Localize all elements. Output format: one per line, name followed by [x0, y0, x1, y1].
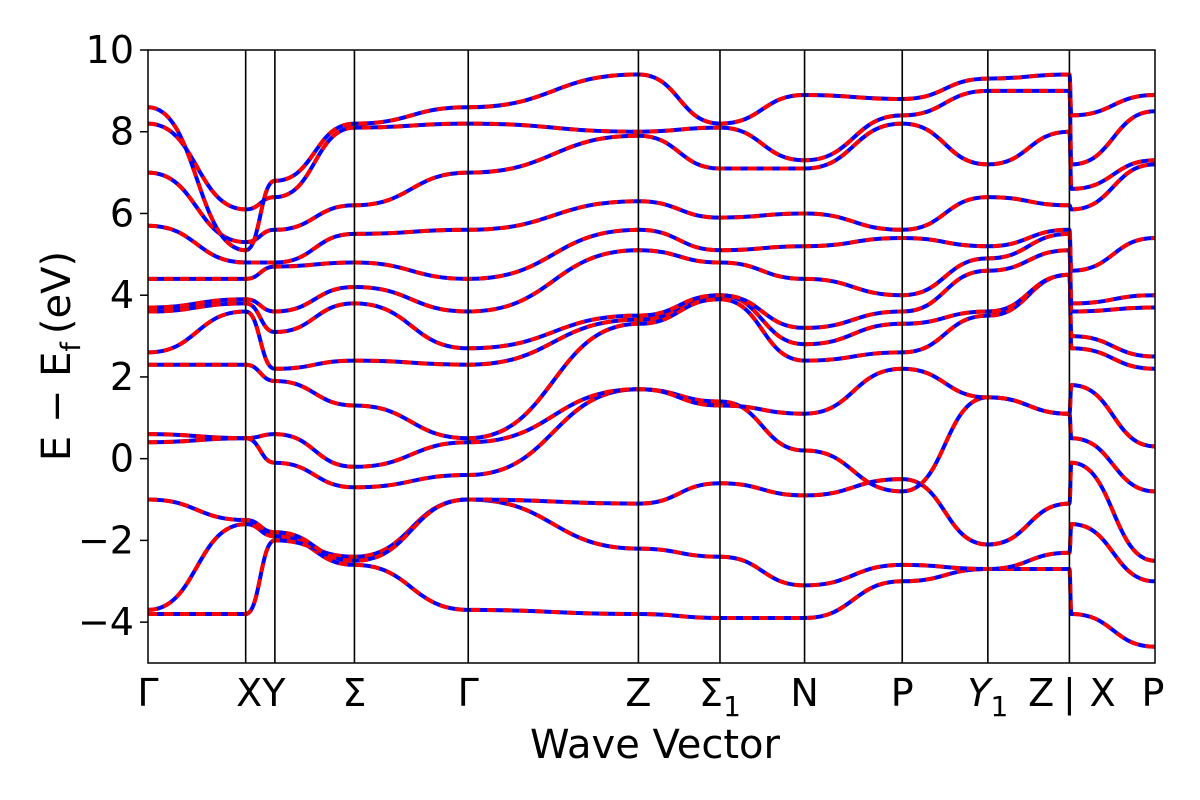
x-tick-label-12: P — [1142, 671, 1165, 715]
y-tick-label-5: 6 — [110, 191, 134, 235]
band-5-blue — [148, 272, 1155, 441]
band-1-blue — [148, 497, 1155, 617]
y-tick-label-0: −4 — [78, 600, 134, 644]
x-tick-label-11: X — [1090, 671, 1116, 715]
svg-text:E − Ef(eV): E − Ef (eV) — [34, 251, 87, 461]
band-2-blue — [148, 460, 1155, 563]
y-tick-label-7: 10 — [86, 28, 134, 72]
band-9-red — [148, 227, 1155, 281]
y-axis-title: E − Ef (eV) — [34, 251, 87, 461]
x-tick-label-4: Z — [625, 671, 651, 715]
y-tick-label-1: −2 — [78, 518, 134, 562]
x-tick-label-2: Σ — [342, 671, 366, 715]
x-tick-label-3: Γ — [458, 671, 479, 715]
band-9-blue — [148, 227, 1155, 281]
x-tick-label-0: Γ — [137, 671, 158, 715]
x-tick-label-1: XY — [236, 671, 286, 715]
band-4-red — [148, 366, 1155, 469]
plot-frame — [147, 49, 1156, 664]
band-13-blue — [148, 72, 1155, 253]
x-axis-ticks: Γ XY Σ Γ Z Σ1 N P Y1 Z | X P — [137, 671, 1164, 723]
x-tick-label-5: Σ1 — [699, 671, 741, 723]
y-axis-title-subscript: f — [56, 341, 87, 352]
x-tick-label-8: Y1 — [967, 671, 1008, 723]
y-tick-label-6: 8 — [110, 110, 134, 154]
band-5-red — [148, 272, 1155, 441]
band-8-red — [148, 231, 1155, 314]
y-tick-label-4: 4 — [110, 273, 134, 317]
band-7-red — [148, 248, 1155, 351]
y-axis-title-main: E − E — [34, 352, 80, 462]
x-tick-label-9: Z — [1028, 671, 1054, 715]
y-axis-title-unit: (eV) — [34, 251, 80, 334]
band-12-blue — [148, 88, 1155, 212]
band-10-red — [148, 162, 1155, 265]
y-tick-label-3: 2 — [110, 355, 134, 399]
high-symmetry-lines — [244, 50, 1071, 663]
x-tick-label-10: | — [1063, 671, 1076, 716]
x-tick-label-6: N — [790, 671, 818, 715]
y-tick-label-2: 0 — [110, 437, 134, 481]
y-axis-ticks: −4 −2 0 2 4 6 8 10 — [78, 28, 148, 644]
x-tick-label-7: P — [891, 671, 914, 715]
x-axis-title: Wave Vector — [530, 722, 781, 768]
band-12-red — [148, 88, 1155, 212]
band-lines — [148, 72, 1155, 649]
band-10-blue — [148, 162, 1155, 265]
band-11-red — [148, 121, 1155, 245]
band-1-red — [148, 497, 1155, 617]
band-2-red — [148, 460, 1155, 563]
